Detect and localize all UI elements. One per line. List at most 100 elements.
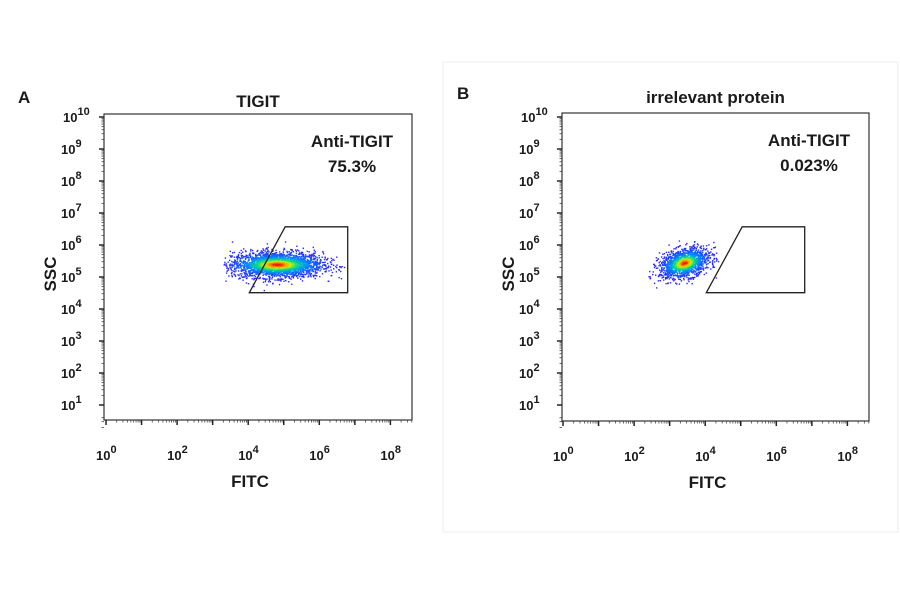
- event-point: [266, 248, 269, 250]
- event-point: [271, 265, 273, 267]
- event-point: [303, 260, 305, 263]
- event-point: [701, 256, 703, 259]
- event-point: [692, 277, 694, 279]
- event-point: [287, 260, 289, 263]
- event-point: [287, 267, 289, 270]
- event-point: [267, 263, 269, 265]
- event-point: [278, 258, 281, 260]
- event-point: [660, 265, 662, 267]
- event-point: [663, 256, 666, 258]
- event-point: [316, 256, 318, 259]
- event-point: [307, 261, 309, 263]
- event-point: [681, 254, 683, 257]
- event-point: [257, 249, 259, 252]
- event-point: [268, 273, 271, 276]
- event-point: [280, 269, 282, 271]
- event-point: [256, 266, 259, 268]
- event-point: [256, 270, 259, 272]
- event-point: [691, 251, 693, 253]
- event-point: [309, 274, 312, 276]
- event-point: [260, 263, 263, 265]
- event-point: [676, 260, 679, 262]
- event-point: [706, 266, 708, 268]
- event-point: [273, 253, 275, 255]
- event-point: [717, 260, 720, 263]
- event-point: [244, 256, 246, 258]
- event-point: [249, 255, 252, 257]
- event-point: [292, 277, 295, 279]
- event-point: [655, 260, 658, 262]
- event-point: [312, 246, 314, 249]
- event-point: [666, 275, 669, 277]
- event-point: [676, 274, 679, 277]
- event-point: [670, 259, 673, 262]
- event-point: [688, 267, 690, 269]
- event-point: [293, 263, 295, 265]
- event-point: [259, 277, 261, 279]
- event-point: [680, 262, 682, 265]
- event-point: [675, 266, 677, 268]
- event-point: [318, 254, 320, 257]
- event-point: [282, 251, 284, 253]
- event-point: [704, 267, 706, 269]
- event-point: [688, 280, 690, 283]
- event-point: [713, 266, 715, 268]
- event-point: [692, 271, 694, 274]
- event-point: [276, 264, 278, 266]
- event-point: [295, 250, 298, 252]
- event-point: [671, 269, 673, 271]
- event-point: [689, 266, 691, 268]
- event-point: [300, 257, 302, 259]
- event-point: [270, 256, 272, 258]
- event-point: [670, 260, 672, 263]
- event-point: [232, 252, 234, 254]
- event-point: [268, 271, 270, 274]
- event-point: [676, 252, 678, 254]
- event-point: [287, 272, 290, 274]
- event-point: [235, 261, 237, 263]
- event-point: [705, 258, 708, 260]
- event-point: [252, 269, 255, 271]
- event-point: [240, 252, 242, 255]
- event-point: [231, 269, 233, 272]
- event-point: [700, 263, 702, 265]
- event-point: [689, 271, 691, 273]
- event-point: [712, 264, 714, 267]
- event-point: [236, 267, 238, 269]
- event-point: [279, 251, 281, 253]
- event-point: [292, 275, 294, 278]
- event-point: [693, 270, 695, 272]
- event-point: [280, 272, 283, 274]
- event-point: [269, 281, 271, 283]
- event-point: [668, 266, 670, 268]
- event-point: [244, 258, 247, 261]
- event-point: [696, 263, 699, 266]
- event-point: [238, 251, 241, 254]
- event-point: [686, 282, 688, 285]
- event-point: [691, 253, 693, 255]
- event-point: [293, 270, 295, 272]
- event-point: [277, 257, 279, 260]
- event-point: [244, 268, 246, 270]
- event-point: [688, 274, 690, 276]
- event-point: [302, 255, 304, 258]
- event-point: [271, 248, 273, 251]
- event-point: [243, 267, 245, 269]
- event-point: [240, 268, 243, 270]
- event-point: [277, 273, 279, 276]
- event-point: [225, 264, 227, 267]
- event-point: [265, 254, 267, 256]
- event-point: [669, 259, 671, 262]
- event-point: [715, 260, 718, 262]
- event-point: [675, 282, 677, 284]
- event-point: [678, 262, 680, 265]
- event-point: [248, 254, 250, 256]
- event-point: [306, 250, 309, 253]
- event-point: [692, 257, 694, 259]
- event-point: [246, 268, 249, 270]
- event-point: [242, 251, 244, 253]
- event-point: [673, 248, 675, 250]
- event-point: [250, 264, 252, 267]
- event-point: [281, 257, 283, 260]
- event-point: [307, 260, 309, 263]
